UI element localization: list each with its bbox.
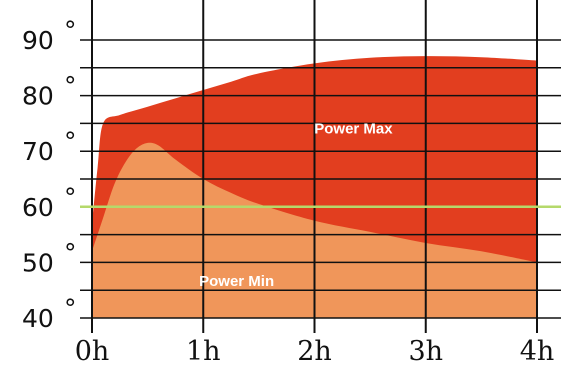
y-tick-unit: ° [64,127,77,156]
y-tick-unit: ° [64,16,77,45]
grid-layer [80,0,561,333]
y-tick-label: 60 [22,193,54,222]
y-tick-label: 50 [22,248,54,277]
x-tick-label: 1h [186,336,221,365]
y-tick-unit: ° [64,294,77,323]
x-tick-label: 4h [520,336,555,365]
series-label-power-min: Power Min [199,273,274,290]
x-tick-label: 0h [75,336,110,365]
y-tick-label: 70 [22,137,54,166]
y-tick-unit: ° [64,72,77,101]
y-tick-label: 90 [22,26,54,55]
label-layer: 40 ° 50 ° 60 ° 70 ° 80 ° 90 ° 0h 1h 2h 3h 4h Power Max Pow… [22,16,554,365]
y-tick-label: 40 [22,304,54,333]
series-label-power-max: Power Max [314,120,393,137]
x-tick-label: 3h [408,336,443,365]
y-tick-unit: ° [64,238,77,267]
x-tick-label: 2h [297,336,332,365]
y-tick-unit: ° [64,183,77,212]
y-tick-label: 80 [22,82,54,111]
